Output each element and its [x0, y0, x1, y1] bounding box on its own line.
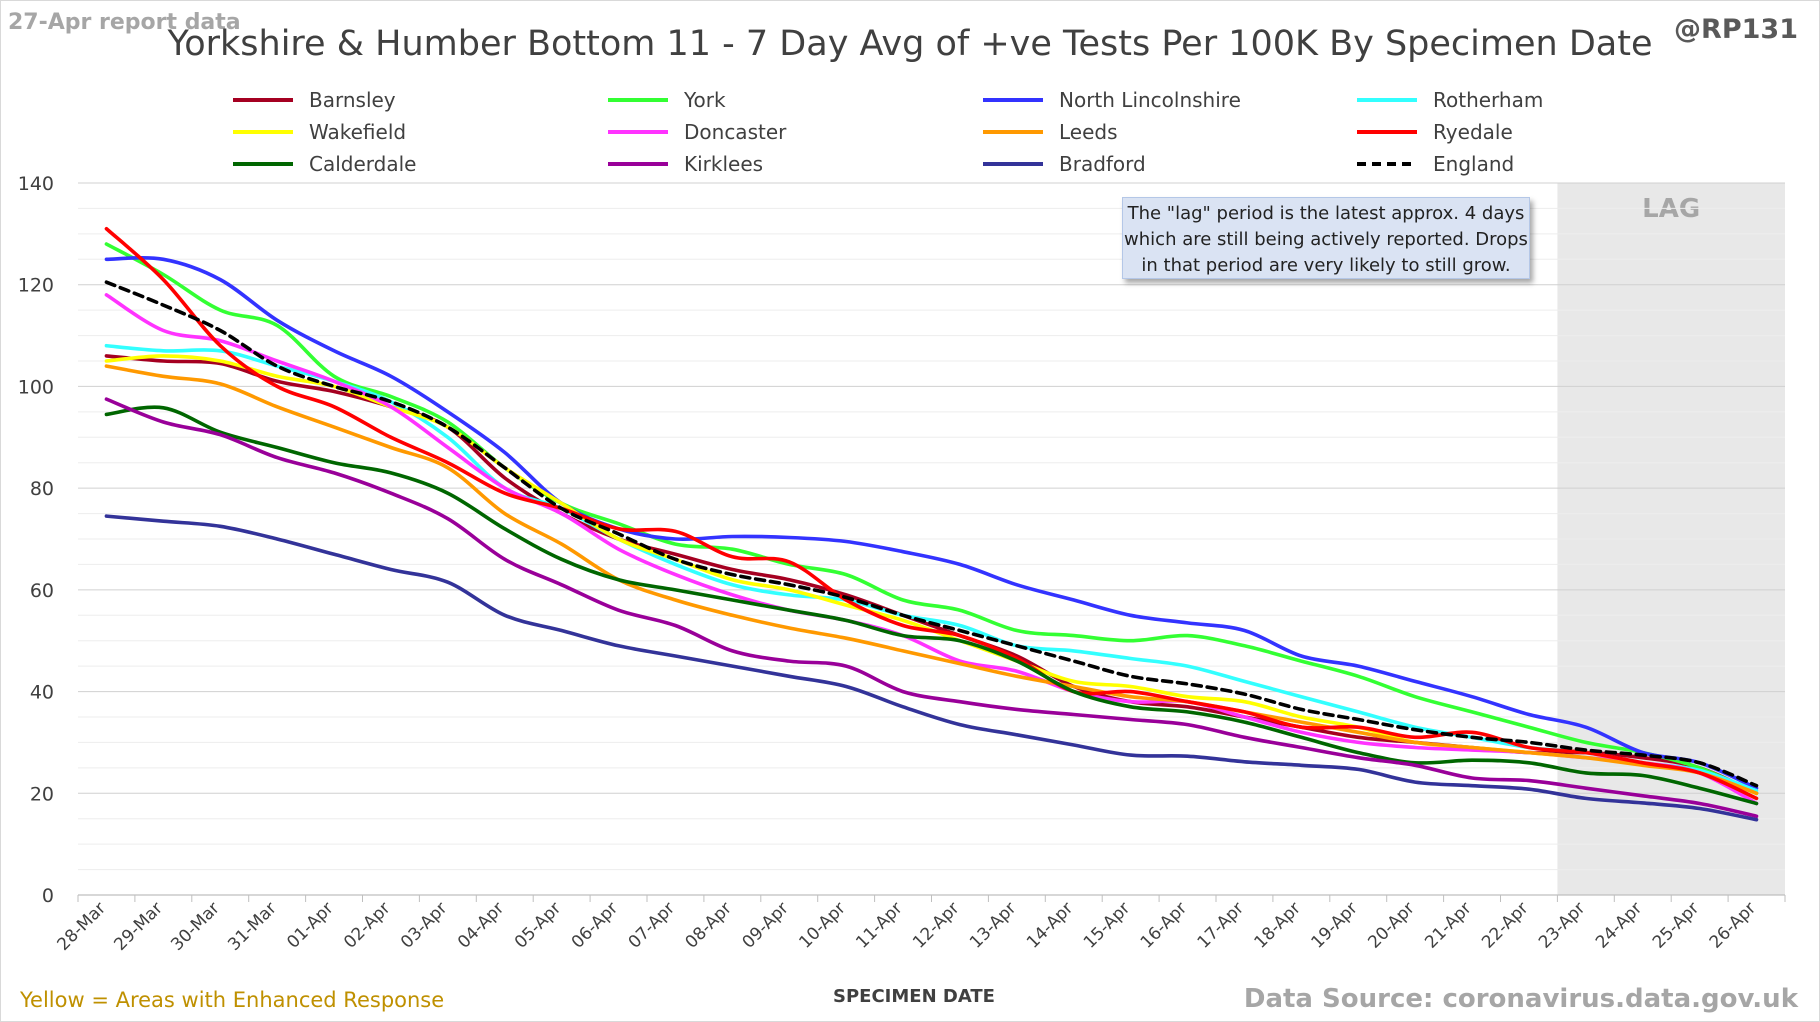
x-tick-label: 30-Mar	[167, 898, 223, 954]
x-tick-label: 10-Apr	[795, 898, 849, 952]
x-tick-label: 06-Apr	[568, 898, 622, 952]
series-line-calderdale	[104, 405, 1759, 806]
x-tick-label: 08-Apr	[682, 898, 736, 952]
series-line-york	[104, 242, 1759, 796]
x-tick-label: 13-Apr	[966, 898, 1020, 952]
legend-label-wakefield: Wakefield	[309, 120, 406, 144]
y-tick-label: 20	[30, 783, 54, 805]
legend-label-leeds: Leeds	[1059, 120, 1118, 144]
series-line-bradford	[104, 514, 1759, 822]
x-tick-label: 05-Apr	[511, 898, 565, 952]
legend-label-rotherham: Rotherham	[1433, 88, 1543, 112]
legend-label-england: England	[1433, 152, 1514, 176]
x-tick-label: 07-Apr	[625, 898, 679, 952]
series-line-england	[104, 280, 1759, 788]
x-tick-label: 19-Apr	[1307, 898, 1361, 952]
series-line-leeds	[104, 364, 1759, 796]
x-tick-label: 16-Apr	[1137, 898, 1191, 952]
x-tick-label: 31-Mar	[224, 898, 280, 954]
legend-label-bradford: Bradford	[1059, 152, 1146, 176]
enhanced-response-note: Yellow = Areas with Enhanced Response	[20, 988, 445, 1012]
x-tick-label: 21-Apr	[1421, 898, 1475, 952]
series-lines	[104, 226, 1759, 822]
y-tick-label: 60	[30, 580, 54, 602]
lag-annotation-box: The "lag" period is the latest approx. 4…	[1122, 197, 1530, 279]
x-tick-label: 23-Apr	[1535, 898, 1589, 952]
x-tick-label: 24-Apr	[1592, 898, 1646, 952]
x-axis-title: SPECIMEN DATE	[833, 986, 995, 1007]
series-line-kirklees	[104, 397, 1759, 818]
x-tick-label: 22-Apr	[1478, 898, 1532, 952]
axes: 0 20 40 60 80 100 120 140 28-Mar 29-Mar 30-Mar 31-M…	[18, 173, 1786, 955]
x-tick-label: 15-Apr	[1080, 898, 1134, 952]
series-line-rotherham	[104, 343, 1759, 793]
legend-label-york: York	[683, 88, 726, 112]
legend-label-calderdale: Calderdale	[309, 152, 416, 176]
x-tick-label: 28-Mar	[54, 898, 110, 954]
x-tick-label: 12-Apr	[909, 898, 963, 952]
author-handle: @RP131	[1674, 14, 1798, 45]
legend: Barnsley York North Lincolnshire Rotherham W…	[233, 88, 1543, 176]
y-tick-label: 0	[42, 885, 54, 907]
lag-label: LAG	[1642, 194, 1700, 224]
report-date-label: 27-Apr report data	[8, 10, 241, 35]
series-line-wakefield	[104, 354, 1759, 796]
x-tick-label: 01-Apr	[283, 898, 337, 952]
legend-label-north-lincolnshire: North Lincolnshire	[1059, 88, 1241, 112]
series-line-ryedale	[104, 226, 1759, 801]
x-tick-label: 03-Apr	[397, 898, 451, 952]
x-tick-label: 17-Apr	[1194, 898, 1248, 952]
x-tick-label: 20-Apr	[1364, 898, 1418, 952]
series-line-doncaster	[104, 293, 1759, 806]
y-tick-label: 80	[30, 478, 54, 500]
y-tick-label: 120	[18, 275, 54, 297]
y-tick-label: 140	[18, 173, 54, 195]
y-tick-label: 40	[30, 682, 54, 704]
series-line-barnsley	[104, 354, 1759, 796]
x-tick-label: 14-Apr	[1023, 898, 1077, 952]
chart-title: Yorkshire & Humber Bottom 11 - 7 Day Avg…	[167, 24, 1653, 64]
x-tick-label: 25-Apr	[1649, 898, 1703, 952]
x-tick-label: 02-Apr	[340, 898, 394, 952]
x-tick-label: 26-Apr	[1706, 898, 1760, 952]
data-source-note: Data Source: coronavirus.data.gov.uk	[1243, 984, 1798, 1014]
gridlines	[78, 182, 1785, 871]
legend-label-doncaster: Doncaster	[684, 120, 787, 144]
y-tick-label: 100	[18, 376, 54, 398]
x-tick-label: 09-Apr	[738, 898, 792, 952]
legend-label-kirklees: Kirklees	[684, 152, 763, 176]
x-tick-label: 29-Mar	[110, 898, 166, 954]
x-tick-label: 11-Apr	[852, 898, 906, 952]
x-tick-label: 18-Apr	[1251, 898, 1305, 952]
x-tick-label: 04-Apr	[454, 898, 508, 952]
series-line-north-lincolnshire	[104, 256, 1759, 790]
legend-label-ryedale: Ryedale	[1433, 120, 1513, 144]
legend-label-barnsley: Barnsley	[309, 88, 396, 112]
